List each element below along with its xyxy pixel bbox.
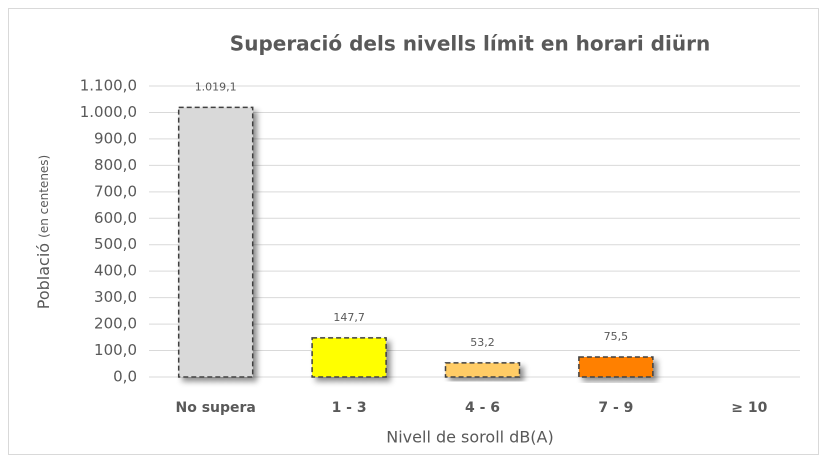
y-tick-label: 1.000,0	[80, 103, 137, 121]
bar	[311, 337, 387, 378]
y-tick-label: 400,0	[94, 262, 137, 280]
data-label: 75,5	[604, 330, 629, 343]
x-tick-label: 1 - 3	[332, 400, 367, 416]
bar	[578, 356, 654, 378]
y-tick-label: 1.100,0	[80, 77, 137, 95]
y-axis-label-unit: (en centenes)	[37, 155, 51, 238]
y-axis-label-main: Població	[34, 243, 53, 309]
data-label: 147,7	[333, 311, 365, 324]
y-tick-label: 200,0	[94, 315, 137, 333]
x-tick-label: 4 - 6	[465, 400, 500, 416]
bar	[444, 362, 521, 378]
y-tick-label: 900,0	[94, 129, 137, 147]
y-tick-label: 700,0	[94, 182, 137, 200]
x-axis-label: Nivell de soroll dB(A)	[386, 428, 553, 447]
data-label: 53,2	[470, 336, 495, 349]
x-tick-label: No supera	[176, 400, 256, 416]
y-tick-label: 300,0	[94, 288, 137, 306]
data-label: 1.019,1	[195, 80, 237, 93]
bar	[177, 106, 254, 378]
chart-title: Superació dels nivells límit en horari d…	[230, 32, 710, 56]
y-tick-label: 600,0	[94, 209, 137, 227]
y-tick-label: 0,0	[113, 368, 137, 386]
chart-border	[8, 8, 819, 455]
y-tick-label: 800,0	[94, 156, 137, 174]
y-axis-label: Població (en centenes)	[34, 155, 53, 310]
y-tick-label: 500,0	[94, 235, 137, 253]
y-tick-label: 100,0	[94, 341, 137, 359]
x-tick-label: 7 - 9	[598, 400, 633, 416]
x-tick-label: ≥ 10	[731, 400, 767, 416]
